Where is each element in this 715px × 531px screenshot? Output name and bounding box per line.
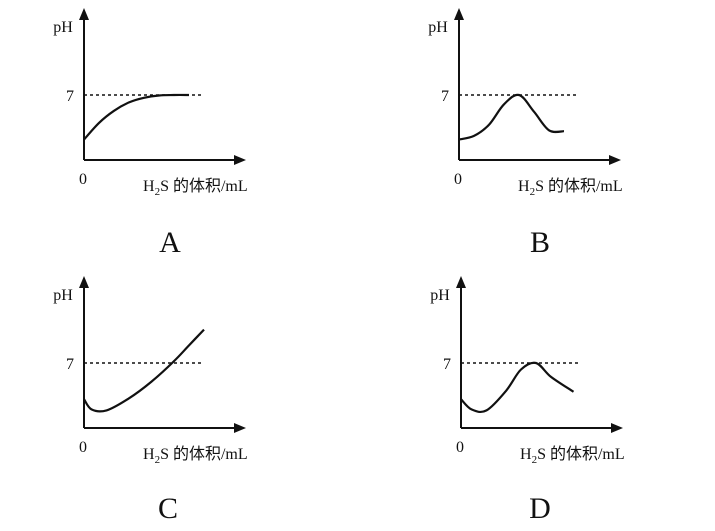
ph-curve: [460, 361, 575, 414]
x-axis-label: H2S 的体积/mL: [143, 445, 248, 466]
option-letter: D: [529, 492, 551, 525]
chart-panel-d: 7 pH 0 H2S 的体积/mL D: [430, 276, 625, 525]
x-axis-arrow: [609, 155, 621, 165]
x-axis-label: H2S 的体积/mL: [518, 177, 623, 198]
y-axis-arrow: [79, 8, 89, 20]
ph-curve: [83, 93, 190, 141]
y-axis-label: pH: [53, 287, 73, 304]
origin-label: 0: [79, 171, 87, 188]
x-axis-arrow: [234, 155, 246, 165]
origin-label: 0: [456, 439, 464, 456]
y-axis-arrow: [456, 276, 466, 288]
y-axis-label: pH: [428, 19, 448, 36]
option-letter: A: [159, 226, 181, 259]
y-axis-label: pH: [53, 19, 73, 36]
ph-curve: [83, 328, 205, 413]
chart-panel-b: 7 pH 0 H2S 的体积/mL B: [428, 8, 623, 259]
y-axis-label: pH: [430, 287, 450, 304]
option-letter: B: [530, 226, 550, 259]
chart-panel-c: 7 pH 0 H2S 的体积/mL C: [53, 276, 248, 525]
y-tick-label: 7: [66, 356, 74, 373]
option-letter: C: [158, 492, 178, 525]
y-tick-label: 7: [443, 356, 451, 373]
origin-label: 0: [454, 171, 462, 188]
x-axis-arrow: [234, 423, 246, 433]
origin-label: 0: [79, 439, 87, 456]
chart-panel-a: 7 pH 0 H2S 的体积/mL A: [53, 8, 248, 259]
x-axis-label: H2S 的体积/mL: [143, 177, 248, 198]
y-axis-arrow: [454, 8, 464, 20]
x-axis-arrow: [611, 423, 623, 433]
y-axis-arrow: [79, 276, 89, 288]
ph-curve: [458, 93, 565, 141]
y-tick-label: 7: [66, 88, 74, 105]
x-axis-label: H2S 的体积/mL: [520, 445, 625, 466]
y-tick-label: 7: [441, 88, 449, 105]
